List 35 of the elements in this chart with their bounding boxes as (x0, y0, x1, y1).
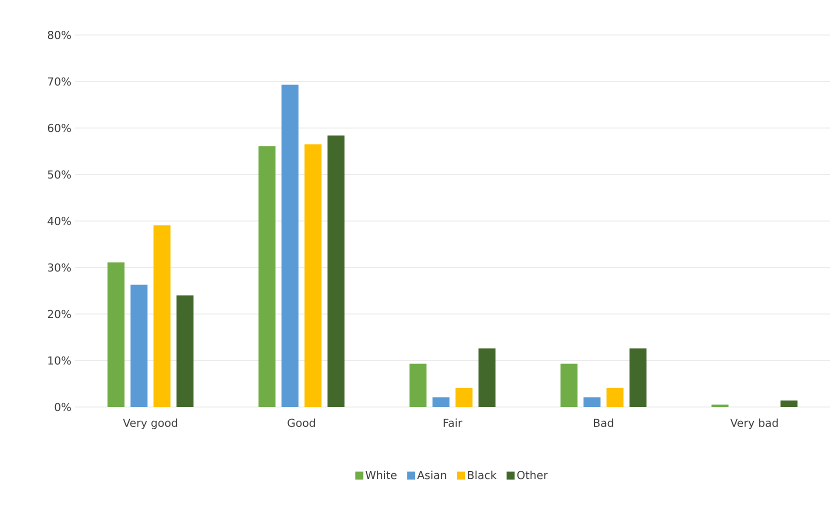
bar (584, 397, 601, 407)
bar (456, 388, 473, 407)
y-tick-label: 40% (48, 216, 71, 226)
bar (432, 397, 450, 407)
y-tick-label: 60% (48, 124, 71, 132)
y-tick-label: 70% (48, 77, 71, 86)
y-tick-label: 10% (48, 356, 71, 365)
bar (328, 135, 345, 407)
legend-label: Other (517, 470, 548, 480)
bar (478, 348, 496, 407)
bar (176, 295, 194, 407)
bar (282, 84, 298, 407)
y-tick-label: 30% (48, 263, 71, 272)
bar (258, 146, 276, 407)
bar (154, 225, 170, 407)
bar (108, 262, 124, 407)
bar (630, 348, 647, 407)
legend-label: Black (468, 470, 497, 480)
y-tick-label: 0% (54, 402, 71, 412)
bar (780, 400, 798, 407)
bar (560, 364, 578, 407)
legend-label: White (366, 470, 397, 480)
bar (130, 284, 148, 407)
legend-label: Asian (417, 470, 446, 480)
x-tick-label: Very bad (730, 418, 778, 430)
y-tick-label: 50% (48, 170, 71, 179)
bar (410, 364, 427, 407)
bar (606, 388, 624, 407)
bar (304, 144, 322, 407)
x-tick-label: Very good (122, 418, 178, 430)
y-tick-label: 80% (48, 30, 71, 40)
x-tick-label: Good (288, 418, 315, 427)
x-tick-label: Fair (444, 418, 462, 427)
y-tick-label: 20% (48, 310, 71, 318)
x-tick-label: Bad (594, 418, 614, 427)
